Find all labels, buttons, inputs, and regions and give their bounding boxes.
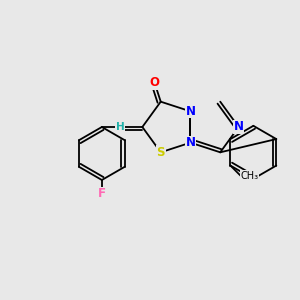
Text: O: O — [149, 76, 160, 89]
Text: S: S — [157, 146, 165, 159]
Text: N: N — [185, 105, 196, 118]
Text: N: N — [185, 136, 196, 149]
Text: N: N — [234, 121, 244, 134]
Text: F: F — [98, 188, 106, 200]
Text: H: H — [116, 122, 124, 132]
Text: CH₃: CH₃ — [241, 171, 259, 181]
